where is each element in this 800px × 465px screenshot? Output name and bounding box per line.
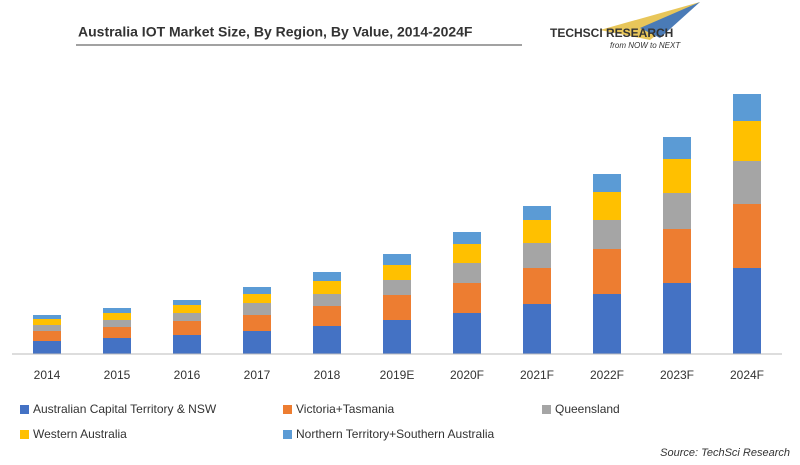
bar-segment	[33, 325, 61, 331]
chart-title: Australia IOT Market Size, By Region, By…	[78, 24, 473, 40]
bar-segment	[173, 305, 201, 313]
bar-segment	[453, 244, 481, 263]
bar-segment	[173, 321, 201, 335]
legend-swatch	[20, 405, 29, 414]
bar-segment	[383, 320, 411, 354]
bar-segment	[453, 283, 481, 313]
bar-segment	[453, 313, 481, 354]
bar-segment	[103, 320, 131, 327]
logo-shape	[600, 2, 700, 40]
bar-segment	[663, 137, 691, 159]
x-tick-label: 2020F	[450, 368, 484, 382]
bar-segment	[103, 338, 131, 354]
bar-segment	[733, 161, 761, 204]
bar-segment	[313, 294, 341, 306]
x-tick-label: 2021F	[520, 368, 554, 382]
x-tick-label: 2017	[244, 368, 271, 382]
bar-segment	[243, 294, 271, 303]
bar-segment	[523, 268, 551, 304]
bar-segment	[173, 313, 201, 321]
bar-segment	[33, 319, 61, 325]
source: Source: TechSci Research	[660, 447, 790, 459]
bar-segment	[173, 335, 201, 354]
x-tick-label: 2024F	[730, 368, 764, 382]
bar-segment	[523, 243, 551, 268]
bar-segment	[243, 315, 271, 331]
bar-segment	[383, 295, 411, 320]
bar-segment	[243, 287, 271, 294]
bar-segment	[593, 294, 621, 354]
bar-segment	[33, 341, 61, 354]
x-tick-label: 2016	[174, 368, 201, 382]
bar-segment	[313, 306, 341, 326]
legend-label: Northern Territory+Southern Australia	[296, 427, 495, 441]
bar-segment	[523, 220, 551, 243]
bar-segment	[243, 331, 271, 354]
bar-segment	[383, 254, 411, 265]
bar-segment	[733, 204, 761, 268]
legend-swatch	[283, 405, 292, 414]
bar-segment	[733, 268, 761, 354]
bar-segment	[523, 304, 551, 354]
legend-label: Victoria+Tasmania	[296, 402, 394, 416]
x-tick-label: 2022F	[590, 368, 624, 382]
bar-segment	[733, 121, 761, 161]
bar-segment	[383, 280, 411, 295]
logo-tagline: from NOW to NEXT	[610, 41, 681, 50]
legend-swatch	[542, 405, 551, 414]
bar-segment	[103, 327, 131, 338]
bar-segment	[733, 94, 761, 121]
bar-segment	[313, 326, 341, 354]
bar-segment	[33, 315, 61, 319]
bar-segment	[33, 331, 61, 341]
bar-segment	[453, 232, 481, 244]
x-tick-label: 2023F	[660, 368, 694, 382]
legend-swatch	[20, 430, 29, 439]
bar-segment	[593, 174, 621, 192]
bar-segment	[523, 206, 551, 220]
x-tick-label: 2015	[104, 368, 131, 382]
x-tick-label: 2014	[34, 368, 61, 382]
legend-swatch	[283, 430, 292, 439]
bar-segment	[663, 229, 691, 283]
bar-segment	[103, 308, 131, 313]
logo-name: TECHSCI RESEARCH	[550, 26, 673, 40]
bar-segment	[663, 283, 691, 354]
bar-segment	[173, 300, 201, 305]
bar-segment	[243, 303, 271, 315]
legend-label: Western Australia	[33, 427, 127, 441]
bar-segment	[313, 281, 341, 294]
x-tick-label: 2018	[314, 368, 341, 382]
bar-segment	[663, 193, 691, 229]
legend-label: Australian Capital Territory & NSW	[33, 402, 217, 416]
bar-segment	[383, 265, 411, 280]
bar-segment	[593, 249, 621, 294]
logo-shape	[640, 2, 700, 38]
bar-segment	[103, 313, 131, 320]
bar-segment	[453, 263, 481, 283]
bar-segment	[593, 192, 621, 220]
legend-label: Queensland	[555, 402, 620, 416]
bar-segment	[593, 220, 621, 249]
bar-segment	[313, 272, 341, 281]
bar-segment	[663, 159, 691, 193]
x-tick-label: 2019E	[380, 368, 415, 382]
